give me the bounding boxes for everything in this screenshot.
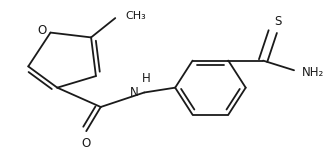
Text: O: O (38, 24, 46, 37)
Text: S: S (275, 15, 282, 28)
Text: N: N (130, 86, 138, 99)
Text: H: H (142, 72, 150, 85)
Text: O: O (82, 137, 91, 150)
Text: NH₂: NH₂ (302, 66, 324, 79)
Text: CH₃: CH₃ (125, 11, 146, 21)
